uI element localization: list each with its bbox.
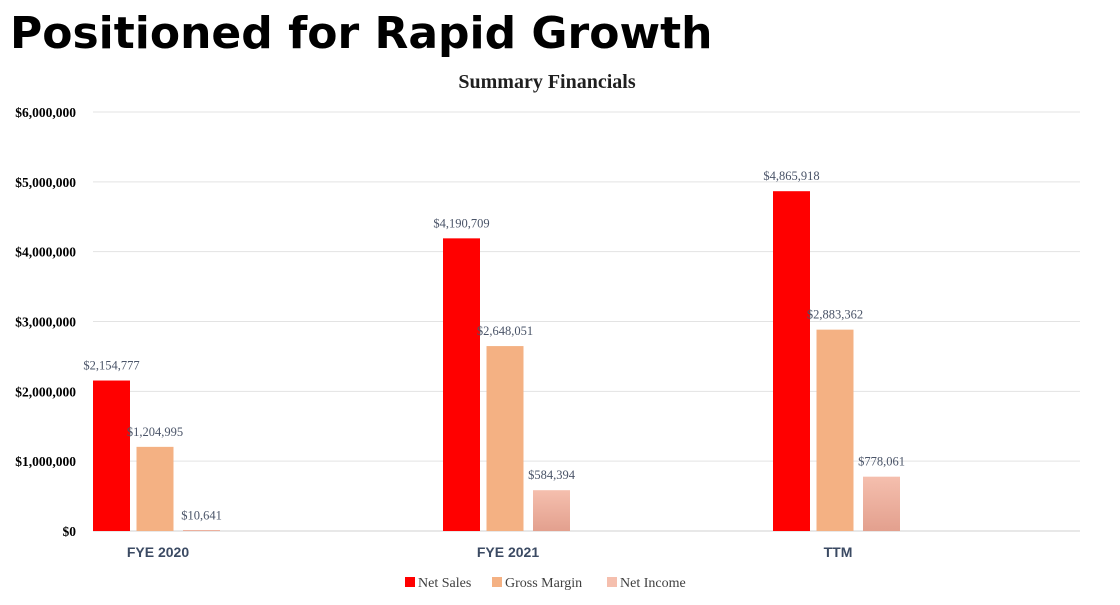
x-tick-label: FYE 2021: [477, 544, 539, 560]
bar-gross-margin: [136, 446, 174, 531]
data-label: $778,061: [858, 455, 905, 469]
data-label: $4,190,709: [433, 216, 489, 230]
bar-net-sales: [93, 380, 130, 531]
bars: [93, 191, 900, 532]
x-tick-label: FYE 2020: [127, 544, 189, 560]
slide-title: Positioned for Rapid Growth: [10, 8, 713, 59]
y-axis-tick-labels: $0 $1,000,000 $2,000,000 $3,000,000 $4,000,0…: [15, 105, 76, 539]
bar-net-income: [863, 476, 900, 531]
legend-swatch: [607, 577, 617, 587]
legend-item-net-sales: Net Sales: [405, 576, 471, 591]
y-tick-label: $4,000,000: [15, 245, 76, 260]
y-tick-label: $6,000,000: [15, 105, 76, 120]
data-label: $2,648,051: [477, 324, 533, 338]
data-label: $2,883,362: [807, 308, 863, 322]
x-axis-tick-labels: FYE 2020 FYE 2021 TTM: [127, 544, 853, 560]
bar-gross-margin: [816, 329, 854, 531]
legend-swatch: [492, 577, 502, 587]
legend-label: Net Sales: [418, 576, 471, 591]
y-tick-label: $3,000,000: [15, 315, 76, 330]
data-label: $1,204,995: [127, 425, 183, 439]
x-tick-label: TTM: [824, 544, 853, 560]
y-tick-label: $2,000,000: [15, 384, 76, 399]
chart-title: Summary Financials: [458, 71, 635, 93]
data-label: $4,865,918: [763, 169, 819, 183]
legend-swatch: [405, 577, 415, 587]
bar-net-sales: [443, 238, 480, 531]
legend: Net Sales Gross Margin Net Income: [405, 576, 686, 591]
bar-net-income: [183, 530, 220, 531]
y-tick-label: $1,000,000: [15, 454, 76, 469]
bar-net-sales: [773, 191, 810, 532]
bar-gross-margin: [486, 346, 524, 531]
legend-label: Gross Margin: [505, 576, 582, 591]
legend-item-net-income: Net Income: [607, 576, 686, 591]
gridlines: [93, 111, 1080, 532]
bar-net-income: [533, 490, 570, 531]
data-label: $584,394: [528, 468, 576, 482]
legend-label: Net Income: [620, 576, 686, 591]
data-labels: $2,154,777 $4,190,709 $4,865,918 $1,204,995…: [83, 169, 905, 522]
legend-item-gross-margin: Gross Margin: [492, 576, 582, 591]
y-tick-label: $5,000,000: [15, 175, 76, 190]
data-label: $2,154,777: [83, 359, 139, 373]
data-label: $10,641: [181, 508, 222, 522]
y-tick-label: $0: [63, 524, 77, 539]
